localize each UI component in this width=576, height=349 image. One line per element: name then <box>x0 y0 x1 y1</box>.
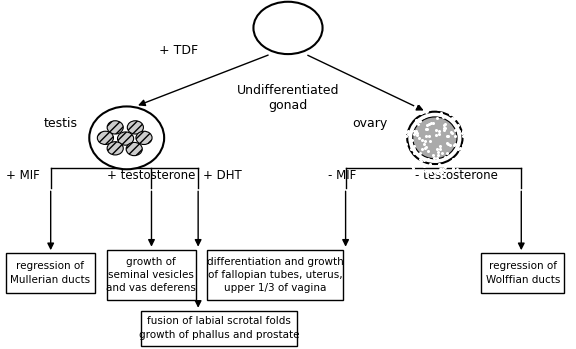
Text: + MIF: + MIF <box>6 169 40 182</box>
Ellipse shape <box>126 142 142 156</box>
Text: fusion of labial scrotal folds
growth of phallus and prostate: fusion of labial scrotal folds growth of… <box>139 317 299 340</box>
Text: ovary: ovary <box>352 117 387 131</box>
Text: + TDF: + TDF <box>159 44 198 57</box>
FancyBboxPatch shape <box>6 253 95 293</box>
Text: + DHT: + DHT <box>203 169 241 182</box>
Text: growth of
seminal vesicles
and vas deferens: growth of seminal vesicles and vas defer… <box>106 257 196 293</box>
Text: differentiation and growth
of fallopian tubes, uterus,
upper 1/3 of vagina: differentiation and growth of fallopian … <box>207 257 343 293</box>
Ellipse shape <box>253 2 323 54</box>
Ellipse shape <box>407 112 463 164</box>
Text: regression of
Wolffian ducts: regression of Wolffian ducts <box>486 261 560 285</box>
Ellipse shape <box>89 106 164 169</box>
Text: regression of
Mullerian ducts: regression of Mullerian ducts <box>10 261 90 285</box>
Ellipse shape <box>107 121 123 134</box>
Ellipse shape <box>136 131 152 144</box>
Text: + testosterone: + testosterone <box>107 169 195 182</box>
Ellipse shape <box>118 132 134 145</box>
Text: testis: testis <box>44 117 78 131</box>
Ellipse shape <box>107 142 123 155</box>
FancyBboxPatch shape <box>481 253 564 293</box>
FancyBboxPatch shape <box>141 311 297 346</box>
FancyBboxPatch shape <box>107 250 196 300</box>
Text: - MIF: - MIF <box>328 169 357 182</box>
Ellipse shape <box>413 117 457 159</box>
Text: Undifferentiated
gonad: Undifferentiated gonad <box>237 84 339 112</box>
FancyBboxPatch shape <box>207 250 343 300</box>
Ellipse shape <box>97 131 113 144</box>
Ellipse shape <box>127 121 143 134</box>
Text: - testosterone: - testosterone <box>415 169 498 182</box>
